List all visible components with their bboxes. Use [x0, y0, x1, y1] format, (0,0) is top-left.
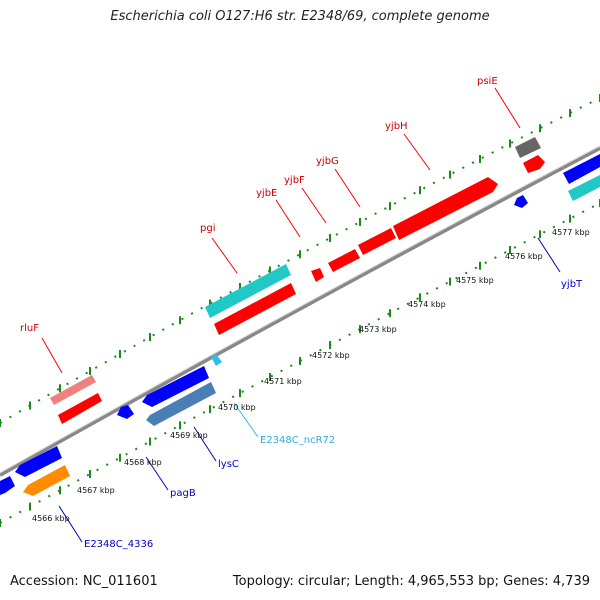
rluF-leader — [41, 337, 63, 374]
yjbF-label[interactable]: yjbF — [284, 175, 305, 186]
genome-axis-line — [0, 146, 600, 477]
left-edge-reverse-gene[interactable] — [0, 476, 15, 495]
yjbF-gene[interactable] — [328, 249, 360, 272]
scale-tick-label: 4574 kbp — [408, 300, 446, 309]
rluF-pseudo-feature[interactable] — [50, 375, 96, 405]
accession-text: Accession: NC_011601 — [10, 574, 158, 589]
map-title: Escherichia coli O127:H6 str. E2348/69, … — [110, 9, 490, 24]
E2348C-4336-gene[interactable] — [23, 465, 70, 496]
yjbT-leader — [537, 237, 561, 273]
psiE-upstream-feature[interactable] — [515, 137, 541, 158]
yjbG-label[interactable]: yjbG — [316, 156, 339, 167]
E2348C-ncR72-label[interactable]: E2348C_ncR72 — [260, 435, 335, 446]
lysC-upper-gene[interactable] — [142, 366, 209, 407]
scale-tick-label: 4575 kbp — [456, 276, 494, 285]
gene-labels: rluF pgi yjbE yjbF yjbG yjbH psiE E2348C… — [20, 76, 583, 550]
yjbE-leader — [275, 199, 301, 238]
scale-tick-label: 4568 kbp — [124, 458, 162, 467]
genome-summary-text: Topology: circular; Length: 4,965,553 bp… — [232, 574, 590, 589]
yjbH-gene[interactable] — [393, 177, 498, 240]
pgi-leader — [211, 237, 238, 274]
scale-tick-label: 4566 kbp — [32, 514, 70, 523]
yjbT-label[interactable]: yjbT — [561, 279, 583, 290]
scale-tick-label: 4567 kbp — [77, 486, 115, 495]
scale-tick-label: 4570 kbp — [218, 403, 256, 412]
pagB-leader — [145, 456, 169, 491]
reverse-genes — [0, 195, 528, 496]
scale-tick-label: 4571 kbp — [264, 377, 302, 386]
scale-tick-label: 4577 kbp — [552, 228, 590, 237]
E2348C-4336-leader — [58, 505, 83, 543]
lysC-label[interactable]: lysC — [218, 459, 239, 470]
rluF-gene[interactable] — [58, 393, 102, 424]
pgi-cds[interactable] — [205, 264, 291, 318]
reverse-tick-line — [0, 202, 600, 524]
pgi-label[interactable]: pgi — [200, 223, 215, 234]
lysC-gene[interactable] — [146, 382, 216, 426]
scale-tick-label: 4573 kbp — [359, 325, 397, 334]
psiE-label[interactable]: psiE — [477, 76, 498, 87]
psiE-gene[interactable] — [523, 155, 545, 173]
pagB-label[interactable]: pagB — [170, 488, 196, 499]
scale-labels: 4566 kbp 4567 kbp 4568 kbp 4569 kbp 4570… — [32, 228, 590, 523]
yjbE-label[interactable]: yjbE — [256, 188, 277, 199]
yjbE-gene[interactable] — [311, 268, 324, 282]
yjbT-gene[interactable] — [514, 195, 528, 208]
major-ticks — [0, 94, 600, 527]
edge-forward-gene[interactable] — [563, 154, 600, 184]
E2348C-ncR72-leader — [233, 402, 259, 438]
pagB-gene[interactable] — [117, 405, 134, 419]
yjbF-leader — [301, 187, 327, 224]
genome-axis-highlight — [0, 145, 600, 474]
scale-tick-label: 4576 kbp — [505, 252, 543, 261]
yjbG-leader — [334, 168, 361, 208]
yjbH-leader — [403, 133, 431, 171]
yjbG-gene[interactable] — [358, 228, 396, 255]
scale-tick-label: 4572 kbp — [312, 351, 350, 360]
pgi-gene[interactable] — [214, 283, 296, 335]
E2348C-4336-label[interactable]: E2348C_4336 — [84, 539, 153, 550]
scale-tick-label: 4569 kbp — [170, 431, 208, 440]
edge-forward-cds[interactable] — [568, 175, 600, 201]
lysC-leader — [193, 426, 217, 462]
leader-lines — [41, 87, 561, 543]
rluF-label[interactable]: rluF — [20, 323, 39, 334]
E2348C-4336-upper-gene[interactable] — [15, 446, 62, 477]
forward-genes — [50, 137, 600, 424]
E2348C-ncR72-feature[interactable] — [211, 354, 222, 366]
psiE-leader — [494, 87, 521, 129]
yjbH-label[interactable]: yjbH — [385, 121, 408, 132]
strand-lines — [0, 97, 600, 524]
